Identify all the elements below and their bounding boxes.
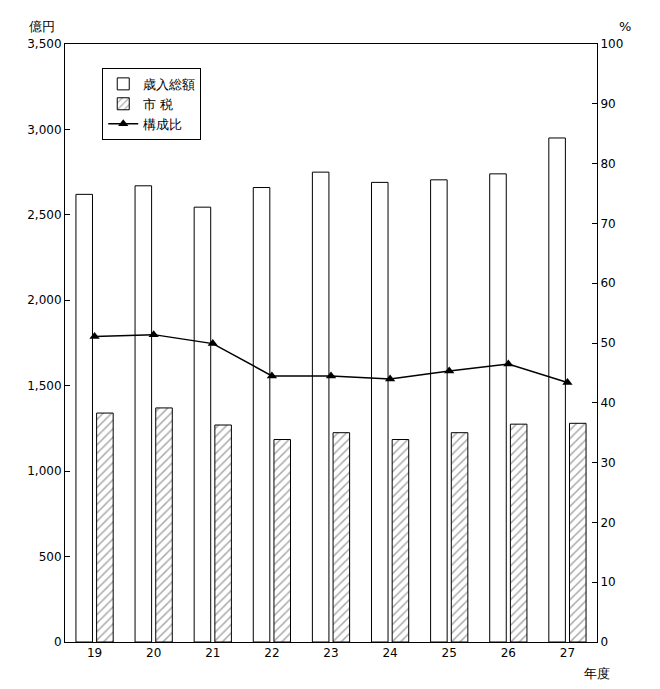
svg-text:21: 21 [205,646,220,660]
svg-text:億円: 億円 [29,19,55,34]
svg-text:26: 26 [501,646,516,660]
svg-text:2,000: 2,000 [27,293,61,307]
svg-text:20: 20 [146,646,161,660]
svg-text:市 税: 市 税 [143,97,173,112]
svg-text:19: 19 [87,646,102,660]
svg-text:%: % [619,19,631,34]
svg-text:0: 0 [600,635,608,649]
svg-text:80: 80 [600,157,615,171]
svg-text:30: 30 [600,456,615,470]
svg-text:90: 90 [600,97,615,111]
svg-text:10: 10 [600,575,615,589]
svg-text:2,500: 2,500 [27,208,61,222]
svg-text:1,000: 1,000 [27,464,61,478]
svg-text:年度: 年度 [584,666,610,681]
svg-text:0: 0 [54,635,62,649]
svg-text:70: 70 [600,217,615,231]
svg-text:20: 20 [600,516,615,530]
svg-text:23: 23 [323,646,338,660]
svg-text:27: 27 [560,646,575,660]
svg-text:60: 60 [600,276,615,290]
svg-text:3,500: 3,500 [27,37,61,51]
svg-text:24: 24 [382,646,397,660]
svg-text:40: 40 [600,396,615,410]
svg-text:25: 25 [442,646,457,660]
svg-text:1,500: 1,500 [27,379,61,393]
svg-text:3,000: 3,000 [27,123,61,137]
svg-text:500: 500 [39,550,62,564]
svg-text:22: 22 [264,646,279,660]
svg-text:構成比: 構成比 [143,117,182,132]
svg-text:100: 100 [600,37,623,51]
svg-text:歳入総額: 歳入総額 [143,77,195,92]
svg-text:50: 50 [600,336,615,350]
